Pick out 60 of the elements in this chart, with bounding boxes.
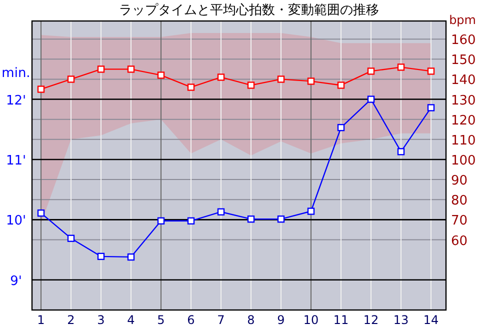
- x-tick-label: 5: [157, 313, 165, 327]
- point: [37, 86, 45, 93]
- x-tick-label: 8: [247, 313, 255, 327]
- y2-tick-label: 60: [451, 234, 468, 249]
- x-tick-label: 12: [363, 313, 379, 327]
- y2-tick-label: 70: [451, 214, 468, 229]
- y2-tick-label: 120: [451, 113, 476, 128]
- point: [127, 253, 135, 261]
- point: [397, 64, 405, 71]
- chart-title: ラップタイムと平均心拍数・変動範囲の推移: [119, 2, 379, 18]
- point: [397, 148, 405, 156]
- point: [247, 82, 255, 89]
- point: [247, 215, 255, 223]
- point: [157, 72, 165, 79]
- point: [307, 78, 315, 85]
- y2-tick-label: 110: [451, 133, 476, 148]
- y-axis-title: min.: [2, 66, 30, 81]
- point: [157, 217, 165, 224]
- point: [97, 66, 105, 73]
- point: [97, 252, 105, 260]
- point: [187, 217, 195, 224]
- point: [187, 84, 195, 91]
- point: [217, 208, 225, 216]
- x-tick-label: 7: [217, 313, 225, 327]
- point: [277, 215, 285, 223]
- x-tick-label: 6: [187, 313, 195, 327]
- y2-tick-label: 80: [451, 194, 468, 209]
- point: [67, 76, 75, 83]
- point: [37, 209, 45, 217]
- y-tick-label: 12': [6, 93, 26, 108]
- point: [337, 124, 345, 132]
- point: [217, 74, 225, 81]
- y-tick-label: 9': [10, 274, 22, 289]
- y-tick-label: 10': [6, 214, 26, 229]
- point: [427, 104, 435, 112]
- y2-tick-label: 90: [451, 174, 468, 189]
- x-tick-label: 14: [423, 313, 439, 327]
- y2-tick-label: 150: [451, 53, 476, 68]
- y2-tick-label: 160: [451, 33, 476, 48]
- x-tick-label: 13: [393, 313, 409, 327]
- point: [427, 68, 435, 75]
- y2-tick-label: 130: [451, 93, 476, 108]
- point: [307, 208, 315, 215]
- x-tick-label: 10: [303, 313, 319, 327]
- y2-tick-label: 140: [451, 73, 476, 88]
- y2-tick-label: 100: [451, 153, 476, 168]
- y2-axis-title: bpm: [449, 13, 476, 27]
- x-tick-label: 1: [37, 313, 45, 327]
- x-tick-label: 11: [333, 313, 349, 327]
- y-tick-label: 11': [6, 153, 26, 168]
- point: [337, 82, 345, 89]
- x-tick-label: 3: [97, 313, 105, 327]
- point: [67, 234, 75, 242]
- x-tick-label: 9: [277, 313, 285, 327]
- point: [127, 66, 135, 73]
- point: [367, 96, 375, 103]
- point: [277, 76, 285, 83]
- x-tick-label: 4: [127, 313, 135, 327]
- point: [367, 68, 375, 75]
- x-tick-label: 2: [67, 313, 75, 327]
